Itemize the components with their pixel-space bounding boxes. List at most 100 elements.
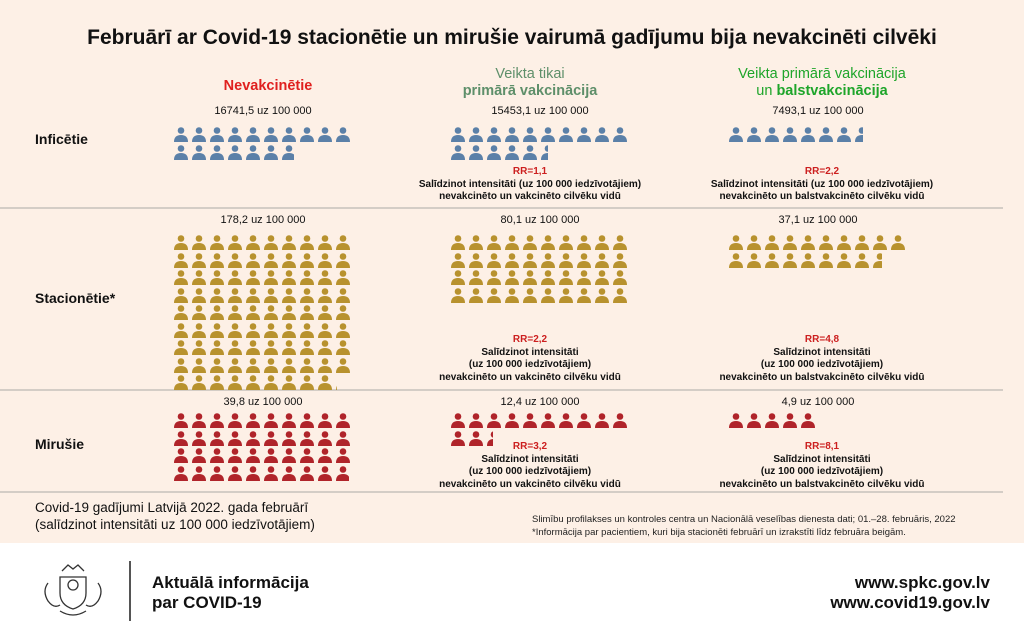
person-icon <box>746 412 764 430</box>
rr-note: RR=2,2 Salīdzinot intensitāti (uz 100 00… <box>672 166 972 204</box>
person-icon <box>227 322 245 340</box>
person-icon <box>281 430 299 448</box>
rr-text: nevakcinēto un vakcinēto cilvēku vidū <box>439 371 621 383</box>
person-icon <box>468 430 486 448</box>
person-icon <box>209 234 227 252</box>
person-icon <box>209 269 227 287</box>
person-icon <box>576 234 594 252</box>
person-icon <box>263 234 281 252</box>
column-header-line: primārā vakcinācija <box>462 83 598 99</box>
person-icon <box>263 339 281 357</box>
rr-text: nevakcinēto un balstvakcinēto cilvēku vi… <box>719 371 925 383</box>
person-icon <box>335 465 350 483</box>
person-icon <box>245 357 263 375</box>
person-icon <box>191 374 209 392</box>
person-icon <box>281 357 299 375</box>
rr-text: Salīdzinot intensitāti <box>773 346 871 358</box>
rr-text: Salīdzinot intensitāti (uz 100 000 iedzī… <box>418 178 642 190</box>
person-icon <box>504 252 522 270</box>
person-icon <box>335 322 353 340</box>
person-icon <box>227 465 245 483</box>
source-note: Slimību profilakses un kontroles centra … <box>532 514 956 539</box>
person-icon <box>486 126 504 144</box>
person-icon <box>728 252 746 270</box>
person-icon <box>227 234 245 252</box>
person-icon <box>281 126 299 144</box>
person-icon <box>245 447 263 465</box>
person-icon <box>728 412 746 430</box>
person-icon <box>594 412 612 430</box>
person-icon <box>209 304 227 322</box>
person-icon <box>782 252 800 270</box>
page-title: Februārī ar Covid-19 stacionētie un miru… <box>87 26 937 49</box>
icon-grid <box>173 412 353 482</box>
row-label-infected: Inficētie <box>35 131 88 147</box>
person-icon <box>764 412 782 430</box>
person-icon <box>299 322 317 340</box>
spkc-link[interactable]: www.spkc.gov.lv <box>854 573 990 592</box>
person-icon <box>486 269 504 287</box>
rr-text: (uz 100 000 iedzīvotājiem) <box>760 359 884 370</box>
rr-note: RR=3,2 Salīdzinot intensitāti (uz 100 00… <box>380 441 680 491</box>
rr-text: nevakcinēto un vakcinēto cilvēku vidū <box>439 191 621 202</box>
icon-grid <box>728 126 908 144</box>
person-icon <box>245 430 263 448</box>
person-icon <box>245 234 263 252</box>
person-icon <box>317 322 335 340</box>
person-icon <box>504 269 522 287</box>
person-icon <box>209 126 227 144</box>
person-icon <box>209 252 227 270</box>
covid19-link[interactable]: www.covid19.gov.lv <box>830 593 990 612</box>
icon-grid <box>450 234 630 304</box>
person-icon <box>317 465 335 483</box>
person-icon <box>317 357 335 375</box>
person-icon <box>558 234 576 252</box>
person-icon <box>450 144 468 162</box>
person-icon <box>245 374 263 392</box>
person-icon <box>317 304 335 322</box>
footer-title-line: Aktuālā informācija <box>152 573 309 592</box>
divider <box>0 389 1003 391</box>
icon-grid <box>450 412 630 447</box>
rr-value: RR=4,8 <box>804 334 840 345</box>
person-icon <box>468 234 486 252</box>
person-icon <box>540 234 558 252</box>
person-icon <box>558 287 576 305</box>
person-icon <box>872 234 890 252</box>
person-icon <box>191 430 209 448</box>
person-icon <box>173 339 191 357</box>
person-icon <box>594 287 612 305</box>
person-icon <box>263 287 281 305</box>
rr-value: RR=8,1 <box>804 441 840 452</box>
person-icon <box>818 126 836 144</box>
person-icon <box>450 126 468 144</box>
person-icon <box>317 234 335 252</box>
person-icon <box>227 252 245 270</box>
person-icon <box>227 287 245 305</box>
person-icon <box>209 287 227 305</box>
person-icon <box>468 252 486 270</box>
person-icon <box>245 339 263 357</box>
caption-line: (salīdzinot intensitāti uz 100 000 iedzī… <box>35 517 315 532</box>
rate-label: 7493,1 uz 100 000 <box>772 105 864 117</box>
divider <box>0 207 1003 209</box>
person-icon <box>317 252 335 270</box>
column-header-unvaccinated: Nevakcinētie <box>223 78 313 94</box>
person-icon <box>504 412 522 430</box>
person-icon <box>612 126 630 144</box>
person-icon <box>227 269 245 287</box>
person-icon <box>540 252 558 270</box>
person-icon <box>486 252 504 270</box>
person-icon <box>173 287 191 305</box>
person-icon <box>504 126 522 144</box>
person-icon <box>522 287 540 305</box>
person-icon <box>746 126 764 144</box>
person-icon <box>263 322 281 340</box>
person-icon <box>281 252 299 270</box>
person-icon <box>281 144 295 162</box>
person-icon <box>335 374 337 392</box>
column-header-primary: Veikta tikai primārā vakcinācija <box>400 66 660 100</box>
rr-text: (uz 100 000 iedzīvotājiem) <box>468 466 592 477</box>
person-icon <box>854 126 863 144</box>
person-icon <box>335 447 353 465</box>
